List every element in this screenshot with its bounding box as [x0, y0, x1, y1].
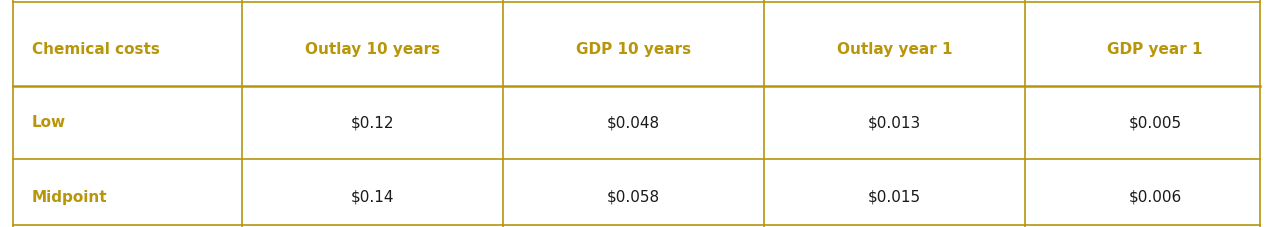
- Text: $0.005: $0.005: [1129, 115, 1181, 130]
- Text: Chemical costs: Chemical costs: [32, 42, 159, 57]
- Text: $0.015: $0.015: [868, 190, 920, 205]
- Text: Outlay 10 years: Outlay 10 years: [304, 42, 440, 57]
- Text: Outlay year 1: Outlay year 1: [836, 42, 952, 57]
- Text: $0.013: $0.013: [868, 115, 920, 130]
- Text: $0.058: $0.058: [607, 190, 659, 205]
- Text: GDP 10 years: GDP 10 years: [575, 42, 691, 57]
- Text: Low: Low: [32, 115, 66, 130]
- Text: $0.14: $0.14: [350, 190, 395, 205]
- Text: $0.12: $0.12: [350, 115, 395, 130]
- Text: Midpoint: Midpoint: [32, 190, 107, 205]
- Text: $0.006: $0.006: [1129, 190, 1181, 205]
- Text: GDP year 1: GDP year 1: [1108, 42, 1203, 57]
- Text: $0.048: $0.048: [607, 115, 659, 130]
